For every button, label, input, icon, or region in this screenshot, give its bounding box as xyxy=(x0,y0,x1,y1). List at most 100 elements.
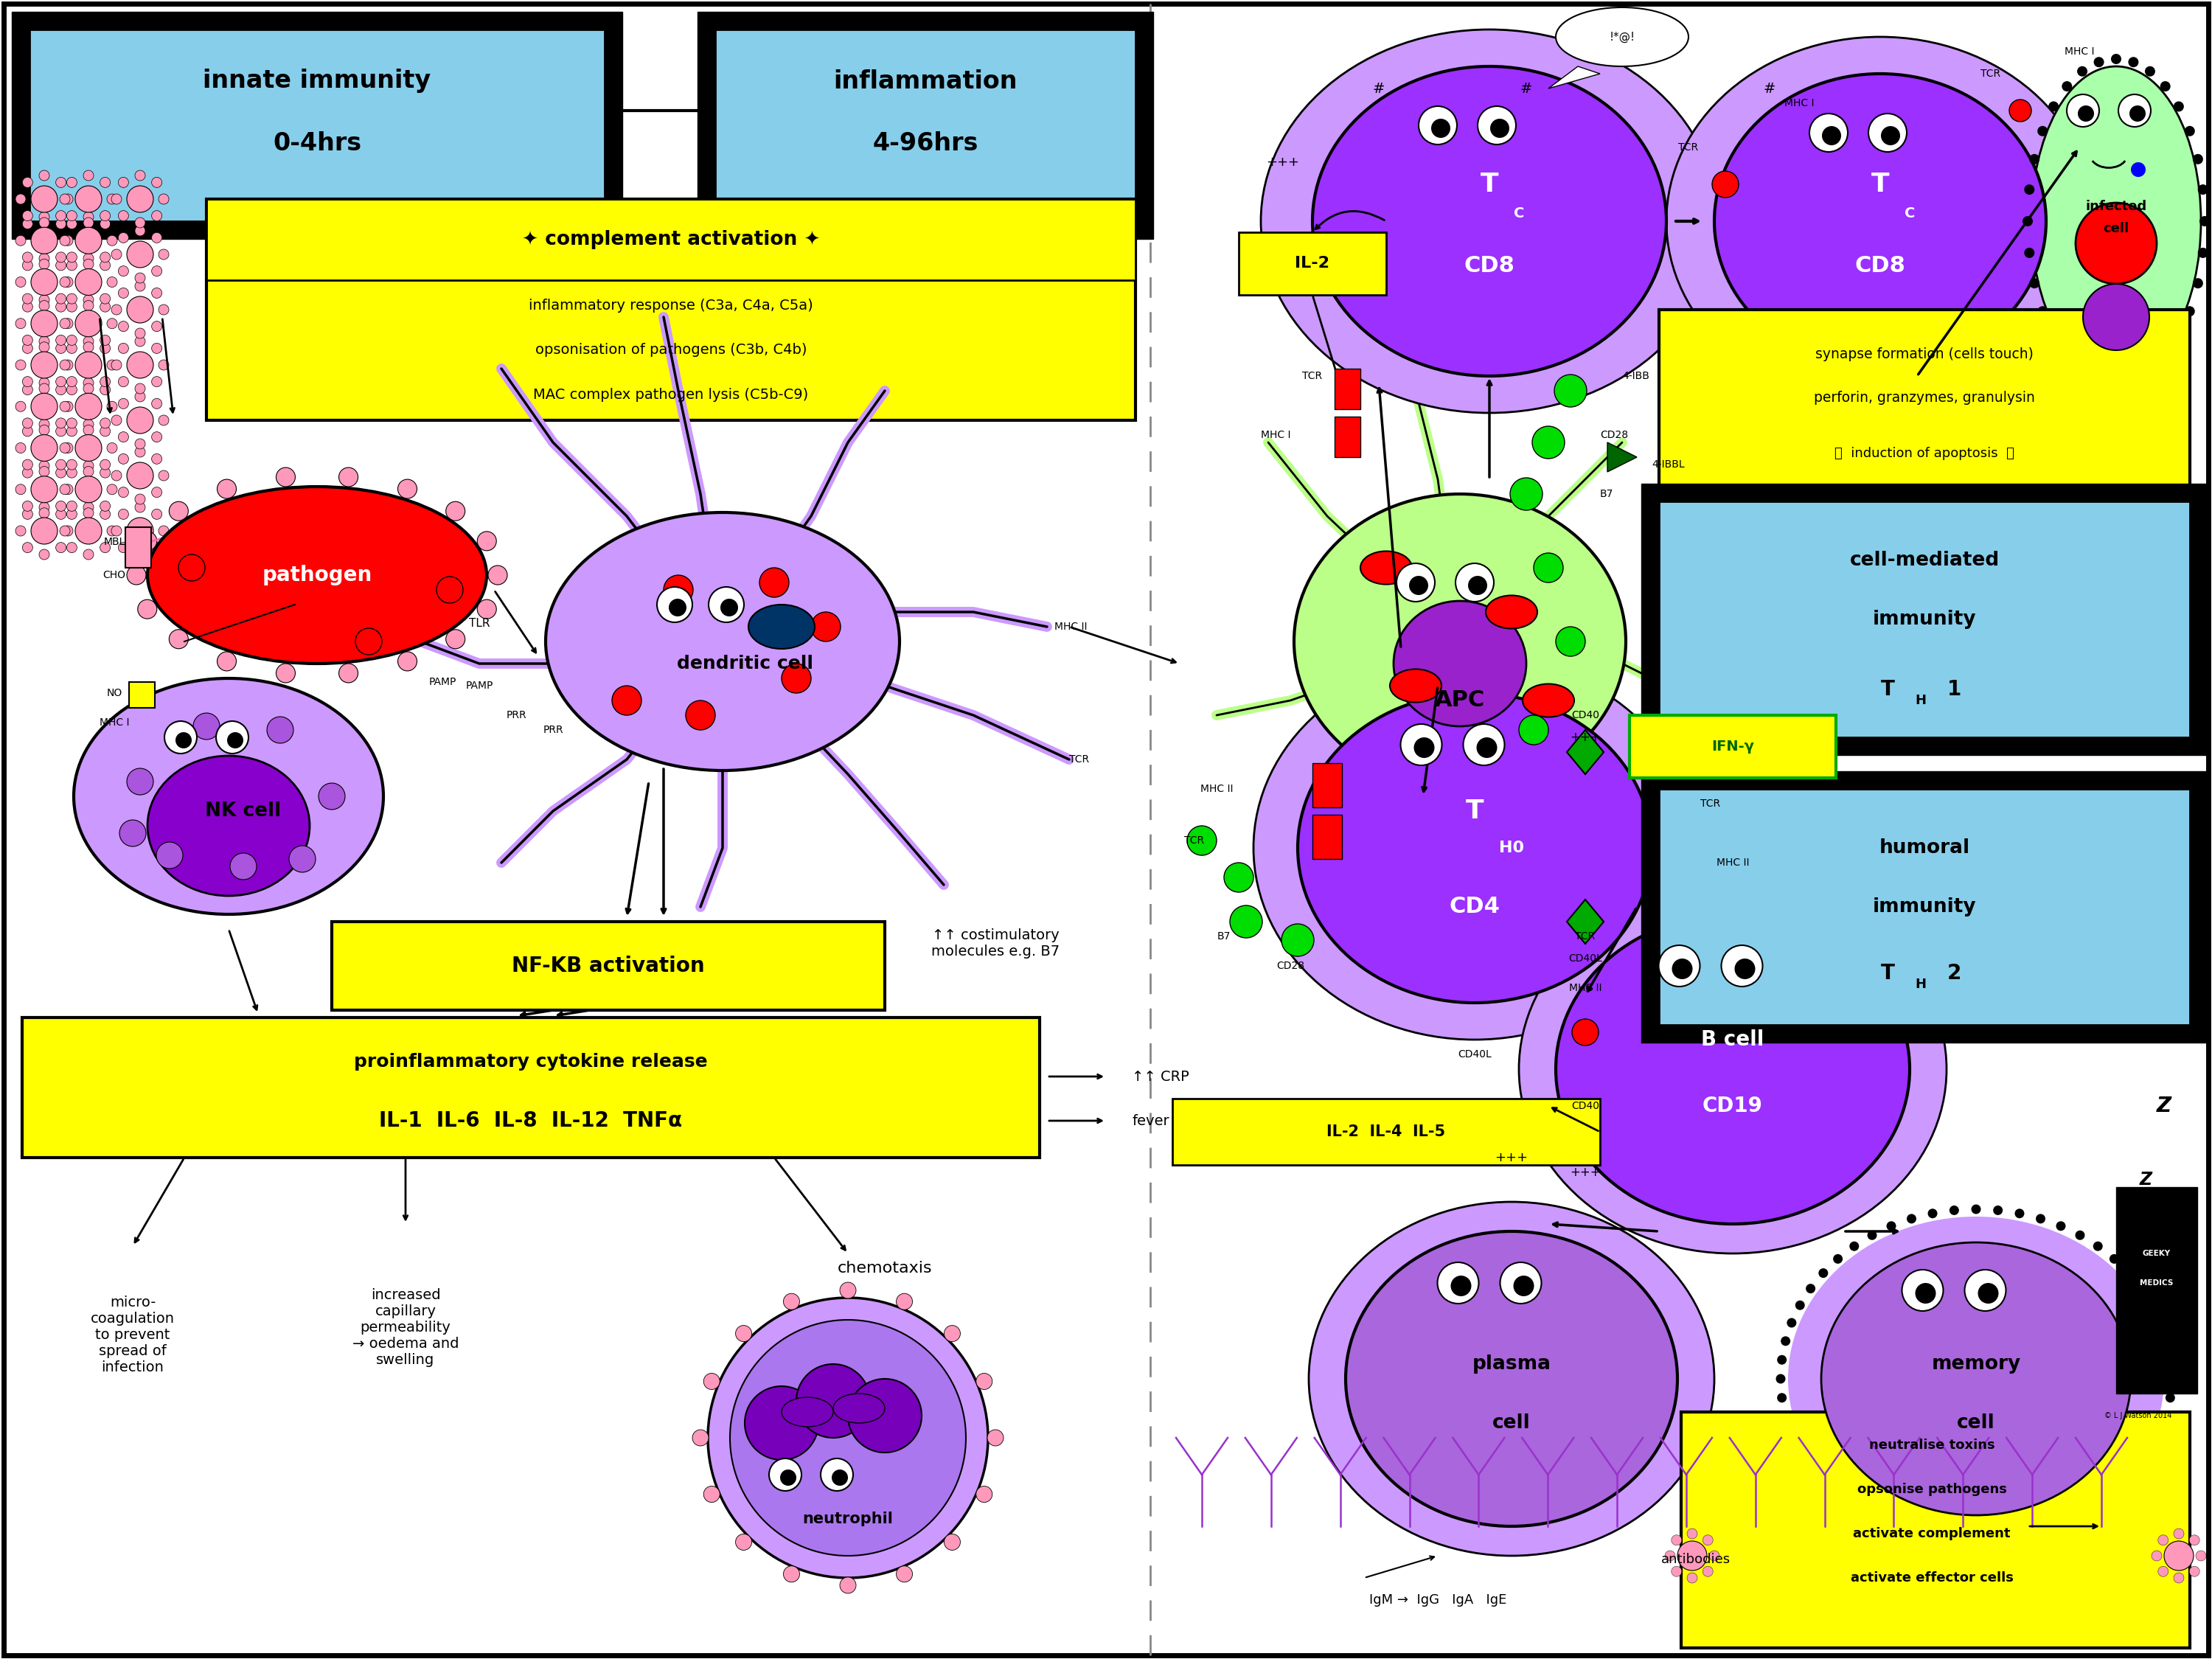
Circle shape xyxy=(31,227,58,254)
Circle shape xyxy=(84,383,93,393)
Text: dendritic cell: dendritic cell xyxy=(677,655,814,672)
Ellipse shape xyxy=(1522,684,1575,717)
Circle shape xyxy=(22,219,33,229)
Bar xyxy=(697,12,1152,239)
Text: #: # xyxy=(1763,81,1776,96)
Circle shape xyxy=(783,1294,799,1309)
Circle shape xyxy=(106,277,117,287)
Text: memory: memory xyxy=(1931,1354,2022,1374)
Circle shape xyxy=(686,700,714,730)
Circle shape xyxy=(15,277,27,287)
Circle shape xyxy=(100,178,111,187)
Circle shape xyxy=(31,269,58,295)
Circle shape xyxy=(2110,1254,2119,1264)
Circle shape xyxy=(60,401,71,411)
Circle shape xyxy=(31,476,58,503)
Text: TCR: TCR xyxy=(1575,931,1595,942)
Circle shape xyxy=(2075,1231,2084,1239)
Text: micro-
coagulation
to prevent
spread of
infection: micro- coagulation to prevent spread of … xyxy=(91,1296,175,1374)
Text: TCR: TCR xyxy=(1701,798,1721,810)
Circle shape xyxy=(1455,564,1493,602)
Text: 0-4hrs: 0-4hrs xyxy=(272,131,361,156)
Circle shape xyxy=(290,846,316,873)
Circle shape xyxy=(2192,154,2203,164)
Circle shape xyxy=(117,211,128,221)
Circle shape xyxy=(153,398,161,408)
Text: 4-IBB: 4-IBB xyxy=(1621,372,1650,382)
Bar xyxy=(1650,493,2199,747)
Circle shape xyxy=(135,438,146,450)
Circle shape xyxy=(66,178,77,187)
Circle shape xyxy=(2110,378,2121,388)
Circle shape xyxy=(62,319,73,328)
Ellipse shape xyxy=(730,1321,967,1556)
Circle shape xyxy=(100,468,111,478)
Ellipse shape xyxy=(1555,7,1688,66)
Circle shape xyxy=(175,732,192,748)
Circle shape xyxy=(84,466,93,476)
Circle shape xyxy=(75,435,102,461)
Circle shape xyxy=(66,252,77,262)
Circle shape xyxy=(1887,1221,1896,1231)
Circle shape xyxy=(945,1535,960,1550)
Circle shape xyxy=(1809,113,1847,153)
Bar xyxy=(206,199,1135,420)
Circle shape xyxy=(2185,126,2194,136)
Circle shape xyxy=(1672,1535,1681,1545)
Circle shape xyxy=(1805,1284,1816,1294)
Text: Z: Z xyxy=(2119,1246,2128,1261)
Circle shape xyxy=(2024,247,2035,259)
Text: CD40L: CD40L xyxy=(1458,1048,1491,1060)
Text: cell-mediated: cell-mediated xyxy=(1849,551,2000,571)
Circle shape xyxy=(66,468,77,478)
Bar xyxy=(706,20,1144,231)
Circle shape xyxy=(15,401,27,411)
Text: proinflammatory cytokine release: proinflammatory cytokine release xyxy=(354,1053,708,1070)
Ellipse shape xyxy=(1345,1231,1677,1526)
Text: ✦ complement activation ✦: ✦ complement activation ✦ xyxy=(522,231,821,249)
Circle shape xyxy=(60,526,71,536)
Circle shape xyxy=(613,685,641,715)
Bar xyxy=(1659,310,2190,486)
Circle shape xyxy=(100,426,111,436)
Text: fever: fever xyxy=(1133,1113,1170,1128)
Text: +++: +++ xyxy=(1571,1166,1601,1180)
Circle shape xyxy=(168,501,188,521)
Circle shape xyxy=(84,217,93,227)
Circle shape xyxy=(62,401,73,411)
Text: chemotaxis: chemotaxis xyxy=(838,1261,931,1276)
Circle shape xyxy=(2095,56,2104,68)
Circle shape xyxy=(1703,1566,1712,1576)
Circle shape xyxy=(157,843,184,869)
Text: antibodies: antibodies xyxy=(1661,1553,1730,1566)
Circle shape xyxy=(84,295,93,305)
Polygon shape xyxy=(1566,899,1604,944)
Circle shape xyxy=(1478,106,1515,144)
Text: Z: Z xyxy=(2157,1095,2172,1117)
Circle shape xyxy=(106,484,117,494)
Circle shape xyxy=(55,294,66,304)
Circle shape xyxy=(84,259,93,269)
Circle shape xyxy=(66,343,77,353)
Circle shape xyxy=(135,171,146,181)
Text: ↑↑ costimulatory
molecules e.g. B7: ↑↑ costimulatory molecules e.g. B7 xyxy=(931,929,1060,959)
Circle shape xyxy=(2035,1214,2046,1224)
Text: 🤓: 🤓 xyxy=(2143,1301,2148,1311)
Circle shape xyxy=(2157,1430,2166,1440)
Circle shape xyxy=(117,398,128,408)
Text: IFN-γ: IFN-γ xyxy=(1712,740,1754,753)
Bar xyxy=(1630,715,1836,778)
Text: pathogen: pathogen xyxy=(261,564,372,586)
Circle shape xyxy=(22,178,33,187)
Circle shape xyxy=(135,272,146,284)
Circle shape xyxy=(60,319,71,328)
Circle shape xyxy=(75,476,102,503)
Text: MBL: MBL xyxy=(104,538,126,547)
Circle shape xyxy=(2152,1551,2161,1561)
Circle shape xyxy=(153,211,161,221)
Circle shape xyxy=(153,453,161,465)
Circle shape xyxy=(100,219,111,229)
Circle shape xyxy=(159,471,168,481)
Circle shape xyxy=(126,241,153,267)
Circle shape xyxy=(1916,1282,1935,1304)
